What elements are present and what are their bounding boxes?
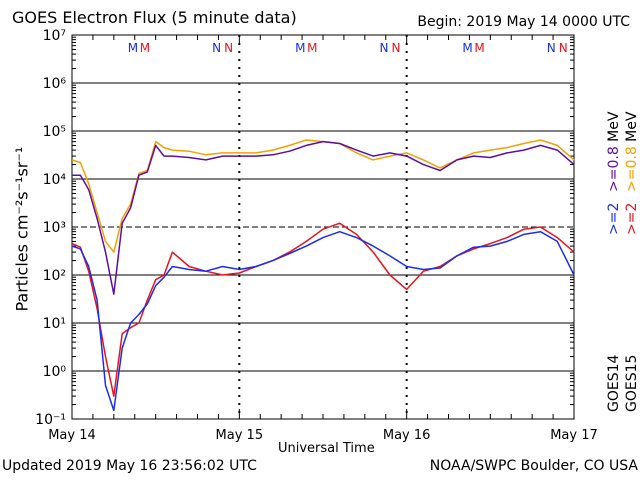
y-tick-label: 10⁴ [43,172,67,188]
chart-title: GOES Electron Flux (5 minute data) [12,8,297,27]
legend-goes15-ge2: >=2 [624,202,640,235]
y-tick-label: 10⁶ [43,76,67,92]
x-axis-label: Universal Time [278,441,375,456]
midnight-marker-goes15: M [140,41,150,55]
y-tick-label: 10¹ [43,316,66,332]
x-tick-label: May 14 [48,428,96,443]
x-tick-label: May 15 [216,428,264,443]
series-line-goes14_ge2 [71,230,575,412]
series-line-goes15_ge2 [71,222,575,397]
x-tick-label: May 16 [383,428,431,443]
midnight-marker-goes14: M [462,41,472,55]
legend-goes14-ge2: >=2 [606,202,622,235]
noon-marker-goes15: N [559,41,568,55]
noon-marker-goes14: N [547,41,556,55]
midnight-marker-goes14: M [128,41,138,55]
y-tick-label: 10⁰ [43,364,67,380]
x-tick-label: May 17 [550,428,598,443]
y-tick-label: 10⁻¹ [35,412,66,428]
begin-time: Begin: 2019 May 14 0000 UTC [417,14,630,30]
y-tick-label: 10⁵ [43,124,66,140]
legend-goes15-ge08: >=0.8 MeV [624,111,640,192]
updated-time: Updated 2019 May 16 23:56:02 UTC [2,458,257,474]
legend-goes14-ge08: >=0.8 MeV [606,111,622,192]
noon-marker-goes14: N [379,41,388,55]
series-line-goes14_ge08 [72,140,575,295]
y-tick-label: 10² [43,268,66,284]
y-tick-label: 10³ [43,220,66,236]
y-tick-label: 10⁷ [43,28,66,44]
noon-marker-goes15: N [391,41,400,55]
noon-marker-goes14: N [212,41,221,55]
credit: NOAA/SWPC Boulder, CO USA [429,458,638,474]
legend-goes14: GOES14 [606,354,622,412]
midnight-marker-goes15: M [307,41,317,55]
legend-goes15: GOES15 [624,354,640,412]
series-line-goes15_ge08 [71,139,575,253]
midnight-marker-goes15: M [474,41,484,55]
midnight-marker-goes14: M [295,41,305,55]
noon-marker-goes15: N [224,41,233,55]
